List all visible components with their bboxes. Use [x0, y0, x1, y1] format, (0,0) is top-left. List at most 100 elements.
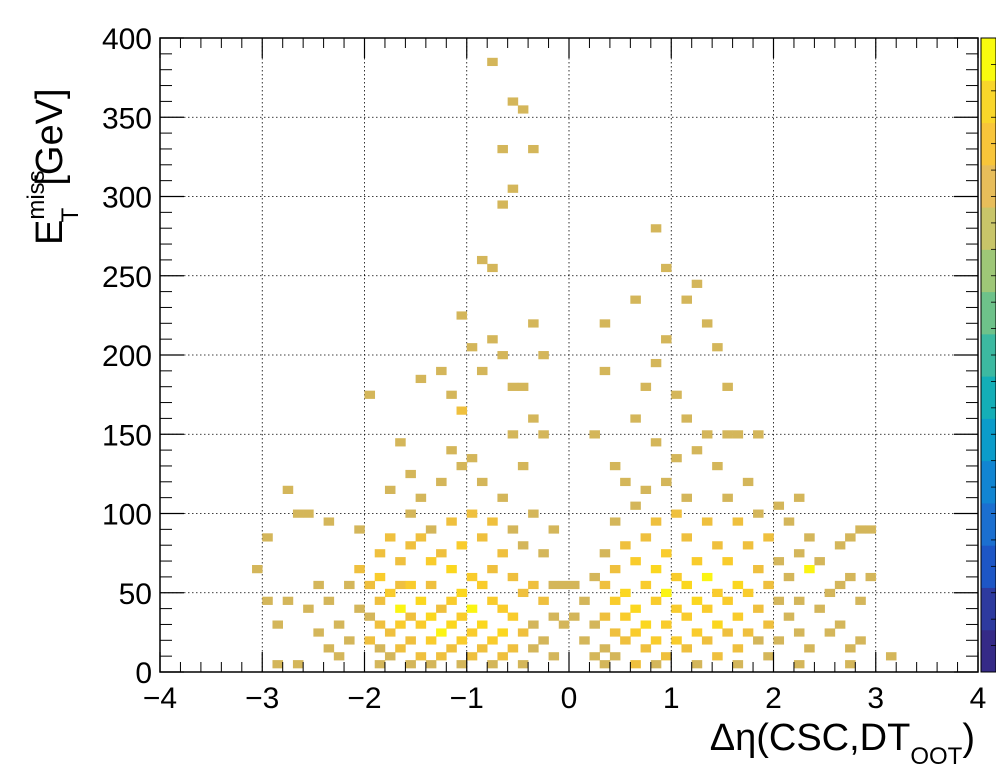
y-tick-label: 300 — [102, 182, 152, 215]
heatmap-bin — [262, 596, 273, 605]
heatmap-bin — [487, 57, 498, 67]
heatmap-bin — [681, 533, 692, 542]
heatmap-bin — [691, 596, 703, 605]
heatmap-bin — [865, 572, 877, 582]
y-axis-title: Emiss T [GeV] — [23, 88, 84, 245]
heatmap-bin — [487, 565, 498, 574]
heatmap-bin — [630, 501, 641, 510]
x-tick-label: 4 — [970, 682, 987, 715]
heatmap-bin — [517, 105, 529, 114]
heatmap-bin — [783, 517, 795, 526]
heatmap-bin — [466, 572, 478, 582]
heatmap-bin — [487, 636, 498, 645]
heatmap-bin — [333, 652, 345, 661]
heatmap-bin — [885, 652, 897, 661]
heatmap-bin — [476, 620, 488, 629]
color-scale-segment — [981, 418, 996, 462]
heatmap-bin — [773, 501, 785, 510]
heatmap-bin — [722, 557, 733, 566]
color-scale-segment — [981, 587, 996, 631]
color-scale-segment — [981, 38, 996, 81]
heatmap-bin — [415, 596, 427, 605]
heatmap-bin — [855, 525, 866, 534]
heatmap-bin — [814, 557, 825, 566]
heatmap-bin — [712, 541, 723, 550]
heatmap-bin — [742, 541, 754, 550]
heatmap-bin — [517, 588, 529, 598]
heatmap-bin — [405, 509, 416, 518]
heatmap-bin — [425, 580, 437, 590]
heatmap-bin — [691, 557, 703, 566]
heatmap-bin — [804, 644, 815, 653]
heatmap-bin — [548, 652, 560, 661]
heatmap-bin — [446, 620, 457, 629]
heatmap-bin — [732, 430, 744, 439]
color-scale-segment — [981, 460, 996, 504]
heatmap-bin — [855, 596, 866, 605]
color-scale-segment — [981, 122, 996, 166]
heatmap-bin — [282, 485, 294, 494]
heatmap-bin — [425, 525, 437, 534]
heatmap-bin — [661, 620, 672, 629]
heatmap-bin — [374, 660, 386, 669]
heatmap-bin — [436, 652, 447, 661]
heatmap-bin — [722, 628, 733, 637]
heatmap-bin — [599, 319, 611, 328]
heatmap-bin — [507, 184, 519, 193]
heatmap-bin — [712, 652, 723, 661]
heatmap-bin — [650, 358, 662, 368]
y-tick-label: 150 — [102, 419, 152, 452]
heatmap-bin — [671, 604, 682, 613]
heatmap-bin — [446, 517, 457, 526]
heatmap-bin — [681, 644, 692, 653]
heatmap-bin — [620, 612, 631, 621]
heatmap-bin — [650, 517, 662, 526]
y-tick-label: 50 — [119, 578, 152, 611]
heatmap-bin — [783, 612, 795, 621]
heatmap-bin — [354, 604, 365, 613]
heatmap-bin — [476, 366, 488, 376]
heatmap-bin — [742, 588, 754, 598]
heatmap-bin — [681, 414, 692, 423]
heatmap-bin — [640, 644, 652, 653]
heatmap-bin — [569, 612, 580, 621]
heatmap-bin — [712, 620, 723, 629]
heatmap-bin — [405, 636, 416, 645]
heatmap-bin — [323, 644, 335, 653]
heatmap-bin — [415, 533, 427, 542]
heatmap-bin — [466, 509, 478, 518]
heatmap-bin — [507, 644, 519, 653]
heatmap-bin — [630, 660, 641, 669]
heatmap-bin — [333, 620, 345, 629]
heatmap-bin — [589, 620, 600, 629]
heatmap-bin — [650, 224, 662, 233]
heatmap-bin — [384, 485, 396, 494]
heatmap-bin — [773, 557, 785, 566]
heatmap-bin — [272, 620, 283, 629]
heatmap-bin — [589, 430, 600, 439]
heatmap-bin — [630, 557, 641, 566]
x-tick-label: −2 — [347, 682, 381, 715]
heatmap-bin — [773, 596, 785, 605]
heatmap-bin — [814, 604, 825, 613]
heatmap-bin — [671, 390, 682, 399]
heatmap-bin — [661, 588, 672, 598]
heatmap-bin — [630, 295, 641, 304]
heatmap-bin — [609, 565, 621, 574]
heatmap-bin — [824, 628, 836, 637]
heatmap-bin — [722, 596, 733, 605]
heatmap-bin — [661, 652, 672, 661]
heatmap-bin — [753, 430, 764, 439]
color-scale-bar — [980, 37, 996, 673]
heatmap-bin — [620, 636, 631, 645]
heatmap-bin — [691, 660, 703, 669]
heatmap-bin — [497, 200, 508, 209]
heatmap-bin — [466, 454, 478, 463]
heatmap-bin — [671, 509, 682, 518]
heatmap-bin — [507, 525, 519, 534]
heatmap-bin — [425, 660, 437, 669]
heatmap-bin — [466, 343, 478, 352]
heatmap-bin — [865, 525, 877, 534]
heatmap-bin — [640, 533, 652, 542]
heatmap-bin — [793, 596, 805, 605]
